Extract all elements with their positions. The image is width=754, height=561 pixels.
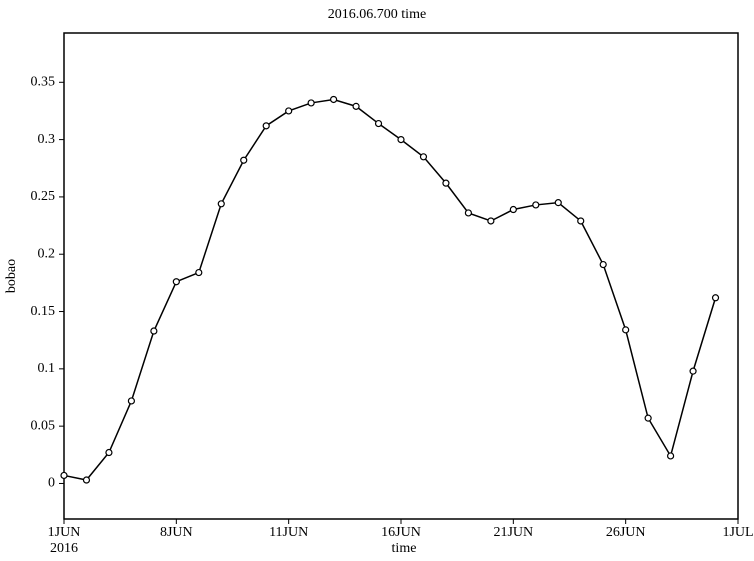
- marker: [644, 414, 652, 422]
- y-tick-label: 0.3: [38, 132, 56, 147]
- y-axis-label: bobao: [4, 259, 19, 293]
- x-tick-label: 21JUN: [493, 525, 533, 540]
- x-axis-label: time: [392, 541, 417, 556]
- marker: [577, 217, 585, 225]
- x-tick-label: 26JUN: [606, 525, 646, 540]
- chart-title: 2016.06.700 time: [328, 7, 426, 22]
- line: [63, 98, 717, 481]
- x-tick-label: 11JUN: [269, 525, 308, 540]
- y-tick-label: 0.15: [31, 304, 56, 319]
- x-tick-label: 1JUL: [722, 525, 753, 540]
- marker: [711, 294, 720, 302]
- x-tick-label: 1JUN: [48, 525, 81, 540]
- marker: [330, 95, 338, 104]
- plot-frame: [63, 32, 739, 520]
- y-tick-label: 0.35: [31, 75, 56, 90]
- x-axis-year: 2016: [50, 541, 78, 556]
- y-tick-label: 0.1: [38, 361, 56, 376]
- y-tick-label: 0: [48, 476, 55, 491]
- y-tick-label: 0.05: [31, 418, 56, 433]
- marker: [622, 326, 630, 334]
- marker: [127, 397, 135, 405]
- marker: [374, 119, 383, 128]
- marker: [262, 122, 270, 130]
- y-tick-label: 0.2: [38, 246, 56, 261]
- marker: [554, 199, 562, 207]
- marker: [666, 452, 675, 460]
- marker: [442, 179, 450, 187]
- marker: [172, 278, 180, 286]
- marker: [307, 99, 315, 107]
- marker: [195, 268, 203, 277]
- marker: [285, 107, 293, 115]
- marker: [689, 367, 697, 375]
- x-tick-label: 8JUN: [160, 525, 193, 540]
- marker: [532, 201, 540, 209]
- marker: [82, 476, 91, 484]
- y-tick-label: 0.25: [31, 189, 56, 204]
- marker: [150, 327, 158, 335]
- marker: [105, 448, 113, 457]
- x-tick-label: 16JUN: [381, 525, 421, 540]
- marker: [509, 205, 517, 214]
- marker: [240, 156, 248, 164]
- marker: [217, 200, 225, 208]
- marker: [419, 153, 428, 161]
- marker: [397, 135, 405, 144]
- marker: [464, 209, 472, 217]
- marker: [352, 102, 360, 110]
- marker: [599, 260, 607, 269]
- marker: [487, 217, 495, 225]
- marker: [60, 471, 68, 480]
